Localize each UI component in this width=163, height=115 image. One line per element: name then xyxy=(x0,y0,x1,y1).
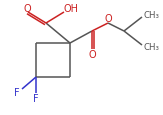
Text: O: O xyxy=(23,4,31,14)
Text: F: F xyxy=(33,93,39,103)
Text: CH₃: CH₃ xyxy=(143,43,159,52)
Text: OH: OH xyxy=(64,4,79,14)
Text: F: F xyxy=(14,87,20,97)
Text: O: O xyxy=(104,14,112,24)
Text: O: O xyxy=(88,50,96,59)
Text: CH₃: CH₃ xyxy=(143,11,159,20)
